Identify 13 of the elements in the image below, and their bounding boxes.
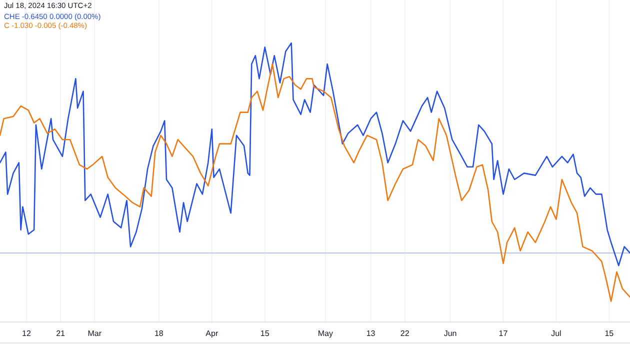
x-tick-label: 12	[22, 329, 32, 338]
x-tick-label: May	[318, 329, 333, 338]
x-tick-label: 15	[604, 329, 614, 338]
x-tick-label: 18	[154, 329, 164, 338]
x-tick-label: 15	[260, 329, 270, 338]
x-tick-label: Apr	[206, 329, 218, 338]
x-tick-label: Jul	[551, 329, 562, 338]
x-tick-label: 13	[366, 329, 376, 338]
x-tick-label: Jun	[444, 329, 457, 338]
x-tick-label: 22	[400, 329, 410, 338]
x-tick-label: 21	[56, 329, 66, 338]
x-tick-label: 17	[498, 329, 508, 338]
x-tick-label: Mar	[88, 329, 102, 338]
